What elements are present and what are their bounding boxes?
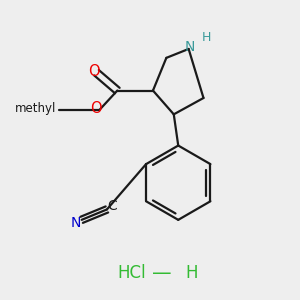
Text: C: C — [107, 200, 117, 214]
Text: methyl: methyl — [15, 102, 56, 115]
Text: H: H — [185, 264, 198, 282]
Text: —: — — [152, 264, 172, 283]
Text: HCl: HCl — [118, 264, 146, 282]
Text: O: O — [88, 64, 100, 79]
Text: N: N — [185, 40, 195, 55]
Text: N: N — [71, 216, 82, 230]
Text: H: H — [202, 31, 211, 44]
Text: O: O — [90, 101, 102, 116]
